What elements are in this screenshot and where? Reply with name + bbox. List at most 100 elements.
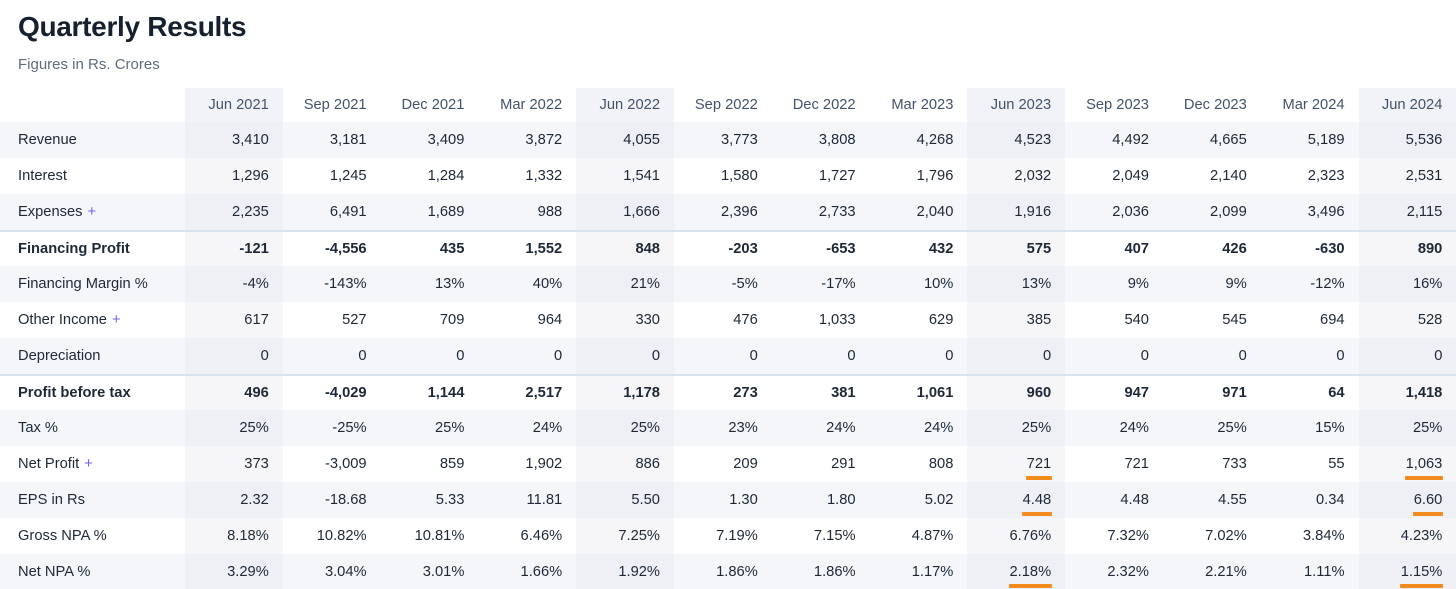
cell-value: 947 [1124,385,1149,401]
cell-value: 4,268 [916,132,954,148]
table-row: Net Profit +373 -3,009 859 1,902 886 209 291 808… [0,446,1456,482]
row-label[interactable]: Net Profit + [0,446,185,482]
cell: 381 [771,374,870,410]
cell: -121 [185,230,283,266]
table-row: Financing Profit -121 -4,556 435 1,552 848 -20… [0,230,1456,266]
cell-value: 4,523 [1014,132,1052,148]
cell-value: 3,808 [818,132,856,148]
cell-value: 5.02 [924,492,954,508]
cell-value: 1,033 [818,312,856,328]
cell: 6.76% [967,518,1066,554]
cell-value: -17% [821,276,856,292]
cell-value: 1.17% [911,564,954,580]
cell: 890 [1358,230,1456,266]
cell: 385 [967,302,1066,338]
cell: 964 [478,302,576,338]
cell-value: 1,689 [427,204,465,220]
cell: 545 [1163,302,1261,338]
cell: 947 [1065,374,1163,410]
cell: 1,418 [1358,374,1456,410]
cell-value: 476 [733,312,758,328]
cell: 971 [1162,374,1261,410]
cell-value: 5,189 [1307,132,1345,148]
cell: 330 [576,302,674,338]
cell: 273 [673,374,772,410]
cell: 209 [674,446,772,482]
cell: 694 [1261,302,1359,338]
cell: 2,235 [185,194,283,230]
cell-value: 11.81 [526,492,563,508]
cell-value: 2.32% [1107,564,1149,580]
row-label: Financing Margin % [0,266,185,302]
cell-value: 733 [1222,456,1247,472]
expand-icon[interactable]: + [87,204,97,220]
cell: 1,332 [478,158,576,194]
quarterly-results-section: Quarterly Results Figures in Rs. Crores … [0,12,1456,589]
cell: -5% [673,266,772,302]
row-label[interactable]: Other Income + [0,302,185,338]
table-row: Net NPA % 3.29% 3.04% 3.01% 1.66% 1.92% 1.86% 1… [0,554,1456,589]
cell: 988 [478,194,577,230]
cell: 435 [380,230,479,266]
cell-value: 4,492 [1112,132,1149,148]
cell-value: 1,332 [525,168,563,184]
cell-value: 15% [1315,420,1345,436]
cell-value: -25% [332,420,367,436]
cell-value: 2,396 [721,204,758,220]
cell-value: 859 [439,456,465,472]
row-label: Depreciation [0,338,185,374]
cell-value: 23% [728,420,758,436]
expand-icon[interactable]: + [111,312,121,328]
cell-value: 432 [928,241,954,257]
row-label-text: EPS in Rs [18,492,85,508]
cell-value-highlighted: 1,063 [1404,456,1444,480]
cell-value: 3,872 [525,132,563,148]
cell: 4,523 [967,122,1066,158]
cell: -4,029 [282,374,381,410]
table-row: Tax % 25% -25% 25% 24% 25% 23% 24% 24% 25% 24% 25% 1… [0,410,1456,446]
cell-value: 9% [1127,276,1149,292]
cell-value: 4,055 [623,132,660,148]
cell: 527 [283,302,381,338]
cell: 11.81 [478,482,577,518]
row-label: Tax % [0,410,185,446]
row-label-text: Tax % [18,420,58,436]
cell: 1.86% [673,554,772,589]
cell: 2,049 [1065,158,1163,194]
cell-value: 1,541 [623,168,660,184]
cell: 629 [870,302,968,338]
cell-value: 2.32 [240,492,269,508]
cell: 3,773 [673,122,772,158]
cell: 1,063 [1358,446,1456,482]
cell-value: 8.18% [227,528,269,544]
cell-value: 971 [1222,385,1247,401]
cell: 4.23% [1358,518,1456,554]
cell: -12% [1260,266,1359,302]
cell-value: 7.19% [716,528,758,544]
cell: 1.15% [1358,554,1456,589]
cell: 6.46% [478,518,576,554]
table-row: Gross NPA % 8.18% 10.82% 10.81% 6.46% 7.25% 7.… [0,518,1456,554]
cell: 7.15% [772,518,870,554]
cell-value: 808 [928,456,954,472]
cell: 1.86% [771,554,870,589]
cell: 25% [967,410,1066,446]
cell-value: 6,491 [329,204,367,220]
cell: 25% [1162,410,1261,446]
row-label-text: Interest [18,168,67,184]
cell: 4.48 [1065,482,1163,518]
cell: 3,808 [771,122,870,158]
cell: 617 [185,302,283,338]
cell: 886 [576,446,674,482]
cell-value: 2,049 [1112,168,1149,184]
cell: 1,144 [380,374,479,410]
cell: 4.48 [967,482,1066,518]
cell-value: 1,144 [427,385,465,401]
column-header: Jun 2021 [185,88,283,122]
cell-value: 3,181 [329,132,367,148]
expand-icon[interactable]: + [84,456,93,472]
row-label[interactable]: Expenses + [0,194,185,230]
cell: 1,552 [478,230,577,266]
cell-value: 1,418 [1405,385,1443,401]
cell: 25% [185,410,283,446]
